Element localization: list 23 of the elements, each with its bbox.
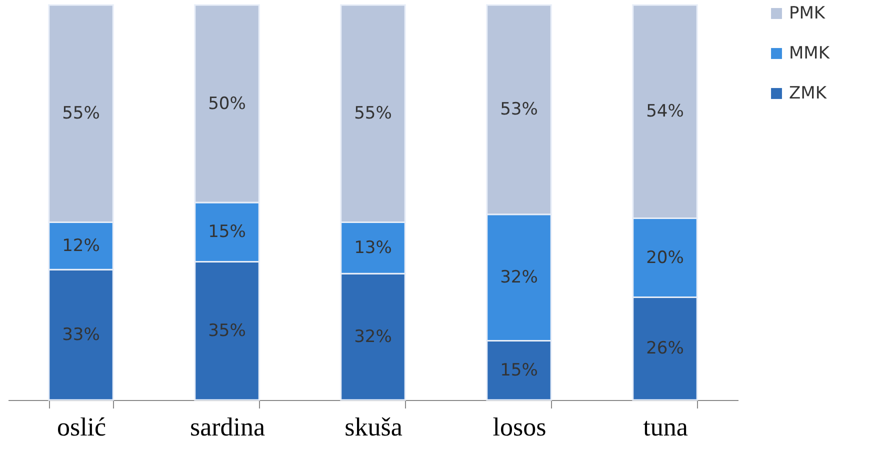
x-tick-label: sardina [190, 412, 266, 442]
data-label: 15% [500, 360, 538, 380]
x-tick-label: skuša [344, 412, 403, 442]
data-label: 55% [354, 104, 392, 124]
data-label: 54% [646, 102, 684, 122]
data-label: 50% [208, 94, 246, 114]
data-label: 15% [208, 222, 246, 242]
x-tick-label: oslić [56, 412, 106, 442]
data-label: 32% [500, 268, 538, 288]
data-label: 35% [208, 320, 246, 341]
legend-label: MMK [789, 44, 830, 64]
data-label: 13% [354, 238, 392, 258]
data-label: 55% [62, 104, 100, 124]
data-label: 53% [500, 100, 538, 120]
data-label: 32% [354, 326, 392, 347]
legend-label: PMK [789, 4, 826, 24]
data-label: 12% [62, 236, 100, 256]
x-tick-label: losos [492, 412, 546, 442]
data-label: 33% [62, 324, 100, 345]
x-tick-label: tuna [643, 412, 688, 442]
data-label: 26% [646, 338, 684, 359]
data-label: 20% [646, 248, 684, 268]
legend-label: ZMK [789, 84, 828, 104]
